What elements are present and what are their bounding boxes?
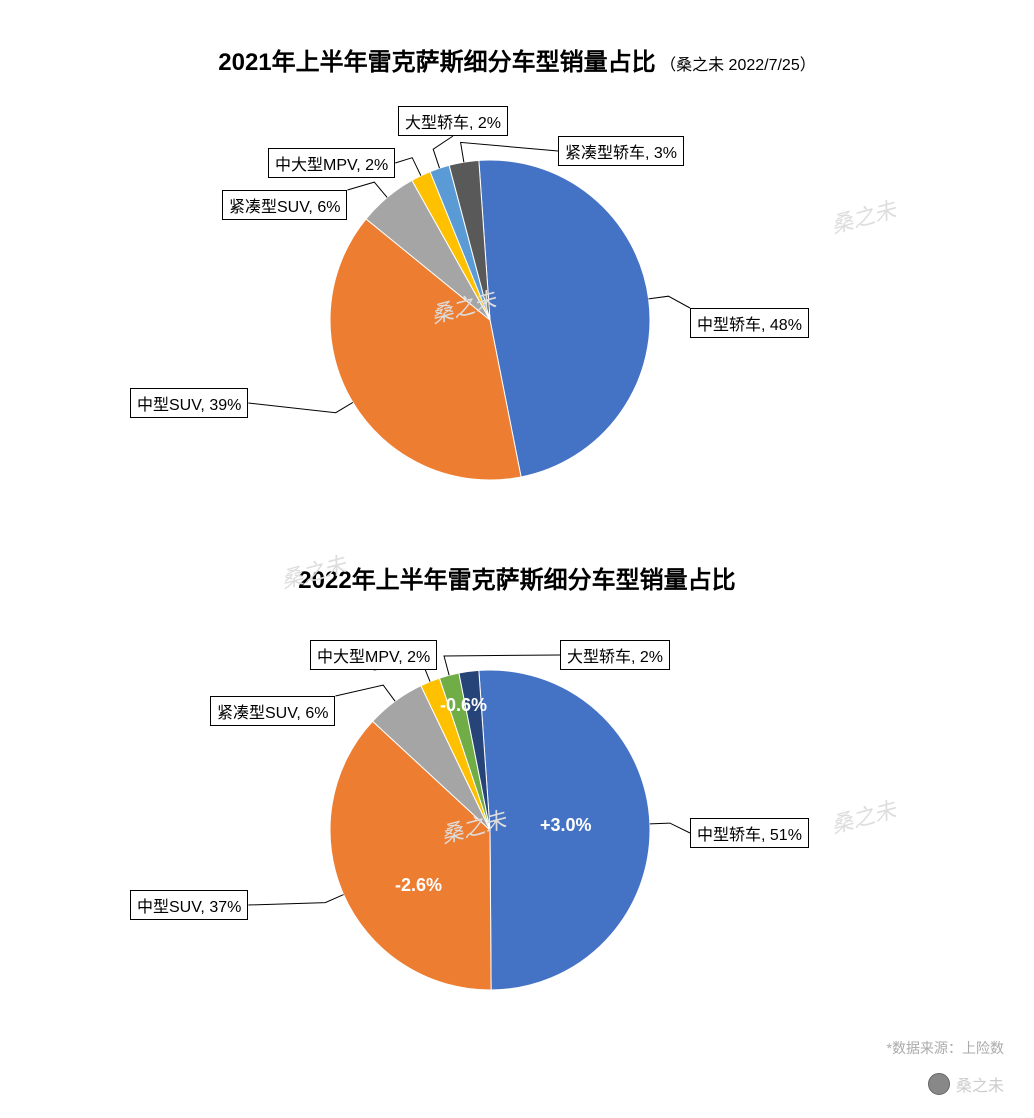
slice-label: 中型SUV, 39% (130, 388, 248, 418)
leader-line (395, 158, 421, 176)
slice-label: 大型轿车, 2% (560, 640, 670, 670)
leader-line (248, 402, 352, 412)
slice-label: 大型轿车, 2% (398, 106, 508, 136)
slice-label: 中型轿车, 51% (690, 818, 809, 848)
leader-line (347, 182, 387, 197)
leader-line (335, 685, 395, 701)
author-avatar-icon (928, 1073, 950, 1095)
slice-label: 紧凑型SUV, 6% (222, 190, 347, 220)
footer-source: *数据来源：上险数 (887, 1038, 1004, 1058)
leader-line (461, 142, 558, 162)
leader-line (650, 823, 690, 833)
slice-delta: -0.6% (440, 695, 487, 716)
leader-line (649, 296, 690, 308)
slice-delta: -2.6% (395, 875, 442, 896)
footer-author: 桑之未 (928, 1072, 1004, 1096)
slice-label: 中型SUV, 37% (130, 890, 248, 920)
slice-delta: +3.0% (540, 815, 592, 836)
slice-label: 中大型MPV, 2% (310, 640, 437, 670)
slice-label: 紧凑型轿车, 3% (558, 136, 684, 166)
chart-canvas (0, 0, 1034, 1118)
leader-line (248, 895, 343, 905)
slice-label: 中型轿车, 48% (690, 308, 809, 338)
leader-line (433, 136, 453, 168)
slice-label: 中大型MPV, 2% (268, 148, 395, 178)
footer-author-text: 桑之未 (956, 1072, 1004, 1096)
slice-label: 紧凑型SUV, 6% (210, 696, 335, 726)
